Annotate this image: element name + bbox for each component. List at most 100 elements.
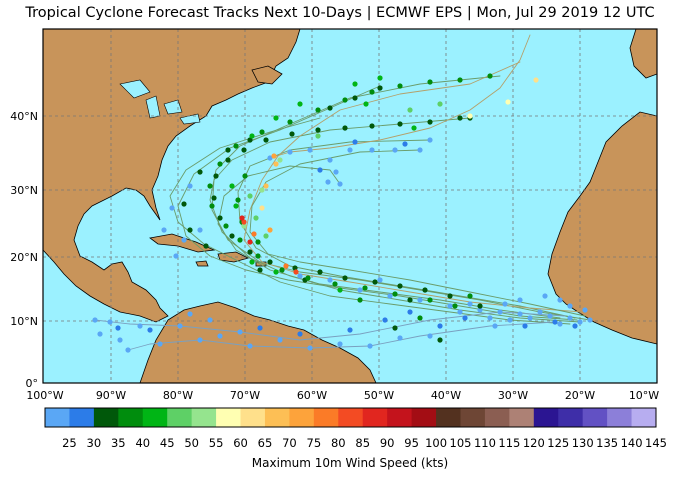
lat-label: 20°N	[10, 251, 38, 264]
colorbar-tick-label: 30	[87, 436, 102, 450]
colorbar-swatch	[69, 408, 95, 427]
colorbar-swatch	[216, 408, 241, 427]
colorbar-swatch	[362, 408, 388, 427]
track-line	[211, 117, 591, 321]
lon-label: 50°W	[364, 389, 394, 402]
colorbar-swatch	[533, 408, 559, 427]
longitude-labels: 100°W 90°W 80°W 70°W 60°W 50°W 40°W 30°W…	[26, 389, 659, 402]
colorbar-swatch	[582, 408, 608, 427]
colorbar-swatch	[45, 408, 70, 427]
points-60kt	[467, 99, 511, 119]
colorbar-swatch	[484, 408, 510, 427]
colorbar-tick-label: 55	[209, 436, 224, 450]
lon-label: 40°W	[431, 389, 461, 402]
track-line	[269, 34, 531, 159]
colorbar-tick-label: 75	[307, 436, 322, 450]
colorbar-swatch	[118, 408, 144, 427]
colorbar-swatch	[631, 408, 657, 427]
track-line	[249, 149, 586, 317]
track-line	[169, 117, 571, 325]
colorbar-tick-label: 105	[450, 436, 472, 450]
points-75kt	[267, 153, 277, 233]
colorbar-tick-label: 120	[523, 436, 545, 450]
colorbar-tick-label: 40	[135, 436, 150, 450]
colorbar-swatch	[607, 408, 632, 427]
south-america-land	[139, 301, 377, 384]
colorbar-tick-label: 110	[474, 436, 496, 450]
colorbar-tick-label: 60	[233, 436, 248, 450]
colorbar-swatch	[167, 408, 193, 427]
track-line	[177, 85, 578, 321]
colorbar-swatch	[338, 408, 364, 427]
track-line	[217, 165, 561, 319]
north-america-land	[42, 28, 301, 323]
colorbar-tick-label: 35	[111, 436, 126, 450]
colorbar-swatch	[93, 408, 119, 427]
map-frame	[42, 28, 658, 384]
colorbar-frame	[44, 407, 657, 428]
colorbar-tick-label: 100	[425, 436, 447, 450]
points-45kt	[229, 75, 417, 293]
colorbar-swatch	[240, 408, 266, 427]
colorbar-ticks: 25 30 35 40 45 50 55 60 65 70 75 80 85 90 95 100 105 110 1…	[62, 436, 667, 450]
points-65kt	[259, 77, 539, 211]
lon-label: 10°W	[629, 389, 659, 402]
track-line	[94, 311, 566, 341]
colorbar-swatch	[558, 408, 584, 427]
colorbar-tick-label: 140	[621, 436, 643, 450]
land	[42, 28, 658, 384]
points-85kt	[241, 219, 299, 275]
points-80kt	[251, 231, 289, 269]
colorbar-swatch	[387, 408, 412, 427]
colorbar-tick-label: 85	[355, 436, 370, 450]
lon-label: 20°W	[565, 389, 595, 402]
chart-title: Tropical Cyclone Forecast Tracks Next 10…	[25, 5, 655, 21]
lat-label: 0°	[26, 377, 39, 390]
colorbar-tick-label: 145	[645, 436, 667, 450]
colorbar-swatch	[460, 408, 486, 427]
colorbar-swatch	[264, 408, 290, 427]
colorbar-tick-label: 130	[572, 436, 594, 450]
colorbar-tick-label: 95	[404, 436, 419, 450]
colorbar-tick-label: 80	[331, 436, 346, 450]
lon-label: 90°W	[96, 389, 126, 402]
points-55kt	[241, 157, 283, 229]
colorbar-swatch	[191, 408, 217, 427]
lon-label: 60°W	[297, 389, 327, 402]
track-points	[92, 73, 593, 353]
colorbar-title: Maximum 10m Wind Speed (kts)	[252, 456, 448, 470]
colorbar-swatch	[509, 408, 535, 427]
colorbar: 25 30 35 40 45 50 55 60 65 70 75 80 85 90 95 100 105 110 1…	[44, 407, 667, 470]
colorbar-tick-label: 25	[62, 436, 77, 450]
colorbar-tick-label: 125	[547, 436, 569, 450]
colorbar-tick-label: 70	[282, 436, 297, 450]
colorbar-swatch	[411, 408, 437, 427]
points-35kt	[181, 85, 483, 343]
points-50kt	[247, 101, 443, 239]
points-30kt	[115, 139, 578, 337]
colorbar-swatch	[313, 408, 339, 427]
cuba-land	[149, 233, 216, 253]
lat-label: 30°N	[10, 184, 38, 197]
jamaica-land	[195, 260, 209, 267]
forecast-tracks	[94, 34, 591, 351]
colorbar-swatch	[289, 408, 315, 427]
colorbar-tick-label: 115	[498, 436, 520, 450]
points-25kt	[92, 137, 593, 353]
latitude-labels: 40°N 30°N 20°N 10°N 0°	[10, 110, 38, 390]
lon-label: 100°W	[26, 389, 63, 402]
colorbar-tick-label: 90	[380, 436, 395, 450]
points-70kt	[263, 161, 279, 189]
colorbar-tick-label: 65	[258, 436, 273, 450]
colorbar-swatch	[436, 408, 461, 427]
colorbar-tick-label: 45	[160, 436, 175, 450]
lat-label: 10°N	[10, 315, 38, 328]
lon-label: 80°W	[163, 389, 193, 402]
colorbar-tick-label: 135	[596, 436, 618, 450]
colorbar-swatches	[45, 408, 657, 427]
africa-land	[547, 111, 658, 345]
lat-label: 40°N	[10, 110, 38, 123]
lon-label: 70°W	[230, 389, 260, 402]
lon-label: 30°W	[498, 389, 528, 402]
